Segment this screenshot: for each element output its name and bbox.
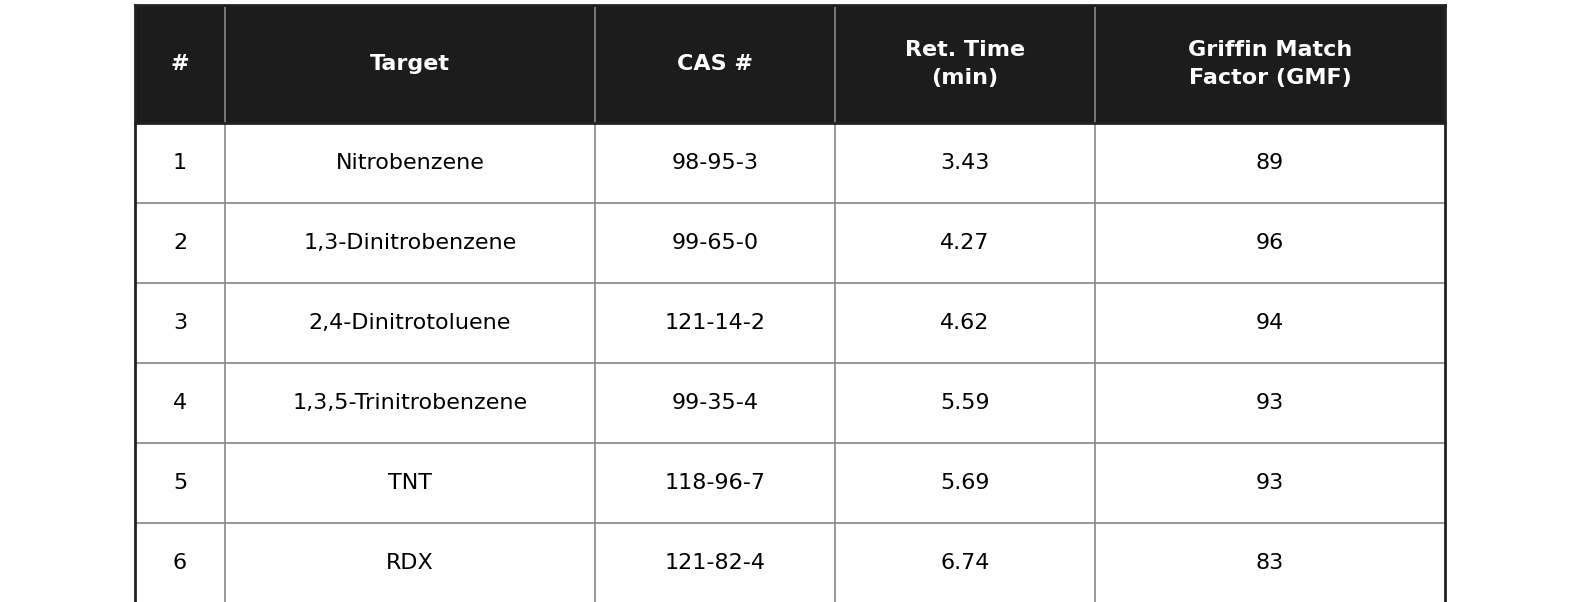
Text: Ret. Time
(min): Ret. Time (min)	[905, 40, 1025, 88]
Text: 5.69: 5.69	[940, 473, 989, 493]
Text: 6: 6	[172, 553, 186, 573]
Text: Target: Target	[370, 54, 450, 74]
Bar	[134, 523, 1446, 602]
Text: TNT: TNT	[389, 473, 431, 493]
Text: 1: 1	[172, 153, 186, 173]
Text: 121-14-2: 121-14-2	[665, 313, 765, 333]
Text: 93: 93	[1256, 393, 1285, 413]
Text: 3.43: 3.43	[940, 153, 989, 173]
Bar	[134, 123, 1446, 203]
Text: 4.62: 4.62	[940, 313, 989, 333]
Text: 89: 89	[1256, 153, 1285, 173]
Text: 93: 93	[1256, 473, 1285, 493]
Text: 83: 83	[1256, 553, 1285, 573]
Bar	[134, 5, 1446, 123]
Text: 1,3,5-Trinitrobenzene: 1,3,5-Trinitrobenzene	[292, 393, 528, 413]
Text: 98-95-3: 98-95-3	[672, 153, 758, 173]
Text: 99-65-0: 99-65-0	[672, 233, 758, 253]
Text: 3: 3	[172, 313, 186, 333]
Bar	[134, 283, 1446, 363]
Text: CAS #: CAS #	[676, 54, 754, 74]
Text: 2: 2	[172, 233, 186, 253]
Text: #: #	[171, 54, 190, 74]
Text: 94: 94	[1256, 313, 1285, 333]
Bar	[134, 203, 1446, 283]
Text: 5.59: 5.59	[940, 393, 989, 413]
Text: 96: 96	[1256, 233, 1285, 253]
Text: 99-35-4: 99-35-4	[672, 393, 758, 413]
Text: 4: 4	[172, 393, 186, 413]
Text: 118-96-7: 118-96-7	[665, 473, 765, 493]
Text: 5: 5	[172, 473, 186, 493]
Text: Nitrobenzene: Nitrobenzene	[335, 153, 485, 173]
Text: 4.27: 4.27	[940, 233, 989, 253]
Bar	[134, 443, 1446, 523]
Bar	[134, 363, 1446, 443]
Text: 1,3-Dinitrobenzene: 1,3-Dinitrobenzene	[303, 233, 517, 253]
Text: 121-82-4: 121-82-4	[665, 553, 765, 573]
Text: Griffin Match
Factor (GMF): Griffin Match Factor (GMF)	[1188, 40, 1352, 88]
Text: RDX: RDX	[386, 553, 434, 573]
Text: 2,4-Dinitrotoluene: 2,4-Dinitrotoluene	[308, 313, 512, 333]
Text: 6.74: 6.74	[940, 553, 989, 573]
